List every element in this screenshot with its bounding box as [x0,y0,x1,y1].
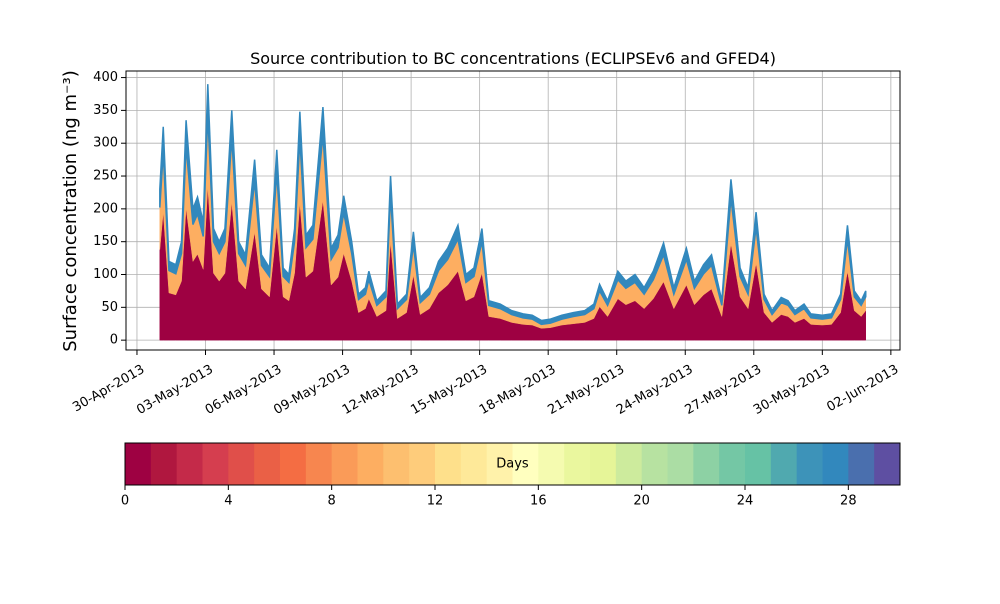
colorbar-swatch [693,443,720,485]
colorbar-swatch [460,443,488,485]
colorbar-swatch [150,443,178,485]
x-tick-label: 30-May-2013 [751,362,833,418]
x-tick-label: 06-May-2013 [203,362,285,418]
colorbar-swatch [615,443,643,485]
colorbar-swatch [512,443,539,485]
x-tick-label: 02-Jun-2013 [824,362,901,415]
y-tick-label: 100 [93,267,118,282]
y-tick-label: 200 [93,201,118,216]
chart-title: Source contribution to BC concentrations… [250,49,776,68]
colorbar-swatch [770,443,798,485]
x-tick-label: 09-May-2013 [271,362,353,418]
colorbar-tick-label: 12 [427,494,444,509]
colorbar-swatch [538,443,565,485]
colorbar-swatch [745,443,772,485]
colorbar-swatch [305,443,333,485]
colorbar-swatch [125,443,152,485]
colorbar-swatch [796,443,823,485]
colorbar-swatch [719,443,746,485]
x-tick-label: 21-May-2013 [545,362,627,418]
colorbar-swatch [409,443,436,485]
y-tick-label: 0 [110,333,118,348]
x-tick-label: 27-May-2013 [683,362,765,418]
colorbar-swatch [435,443,462,485]
colorbar-swatch [228,443,255,485]
x-tick-label: 12-May-2013 [340,362,422,418]
x-tick-label: 24-May-2013 [614,362,696,418]
colorbar-tick-label: 0 [121,494,129,509]
y-tick-label: 350 [93,103,118,118]
colorbar-swatch [822,443,849,485]
y-tick-label: 50 [101,300,118,315]
plot-area [159,84,867,341]
colorbar-swatch [590,443,617,485]
colorbar-swatch [383,443,410,485]
y-axis-label: Surface concentration (ng m⁻³) [60,70,81,352]
colorbar-tick-label: 16 [530,494,547,509]
colorbar-swatch [641,443,668,485]
colorbar-swatch [564,443,591,485]
x-tick-label: 18-May-2013 [477,362,559,418]
colorbar-label: Days [496,457,529,472]
colorbar-swatch [254,443,281,485]
colorbar-swatch [667,443,694,485]
colorbar-swatch [848,443,875,485]
colorbar-tick-label: 4 [224,494,232,509]
x-tick-label: 15-May-2013 [408,362,490,418]
colorbar-tick-label: 20 [633,494,650,509]
colorbar-swatch [486,443,513,485]
colorbar-swatch [874,443,901,485]
colorbar-swatch [280,443,307,485]
y-tick-label: 150 [93,234,118,249]
colorbar-swatch [176,443,203,485]
y-tick-label: 400 [93,70,118,85]
y-tick-label: 300 [93,136,118,151]
x-tick-label: 03-May-2013 [134,362,216,418]
colorbar-swatch [202,443,229,485]
colorbar-swatch [357,443,384,485]
area-layer [159,84,867,326]
colorbar-swatch [331,443,358,485]
y-tick-label: 250 [93,169,118,184]
colorbar-tick-label: 28 [840,494,857,509]
colorbar-frame [124,442,901,486]
colorbar-tick-label: 24 [737,494,754,509]
axes-frame [125,70,901,351]
colorbar-tick-label: 8 [328,494,336,509]
